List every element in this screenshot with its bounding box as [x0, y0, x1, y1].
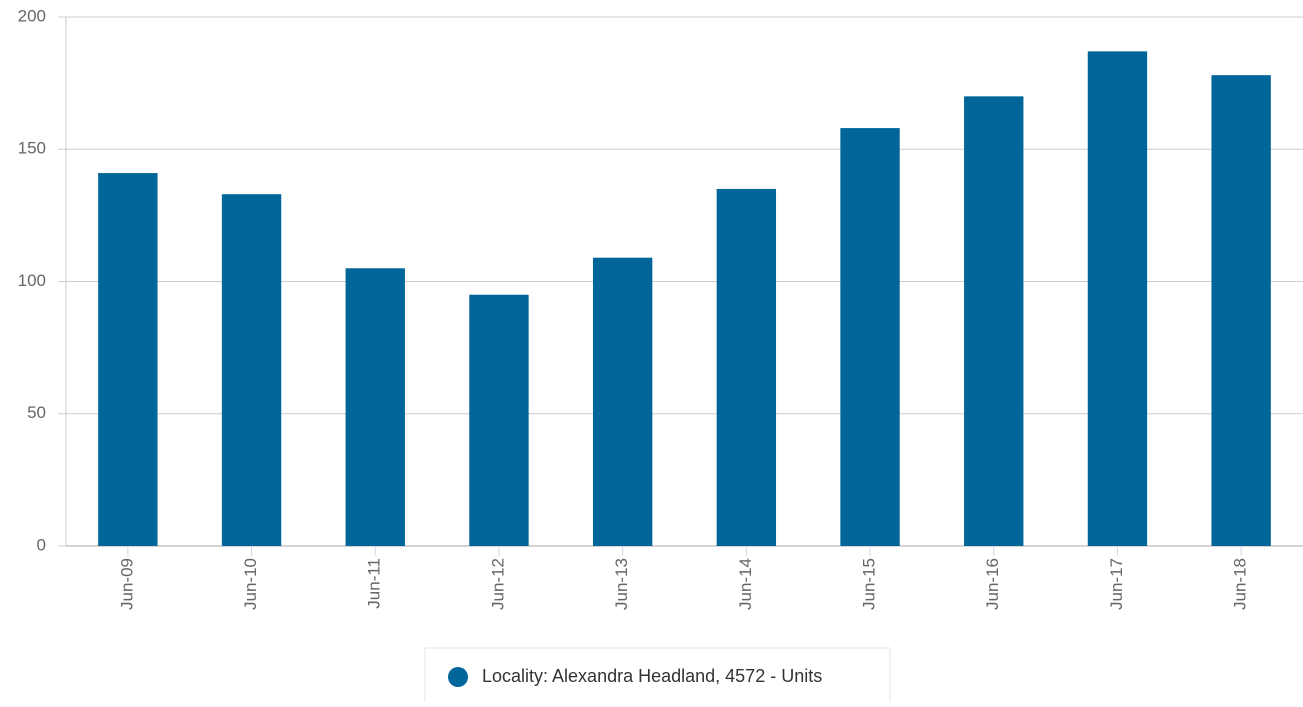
bar	[221, 194, 282, 546]
y-tick-label: 100	[18, 271, 46, 290]
x-tick-label: Jun-14	[736, 558, 755, 610]
bar	[345, 268, 405, 546]
bar	[716, 188, 777, 547]
legend-label: Locality: Alexandra Headland, 4572 - Uni…	[482, 666, 822, 686]
x-tick-label: Jun-15	[860, 558, 879, 610]
bar	[592, 257, 653, 546]
y-tick-label: 0	[37, 535, 46, 554]
bar	[98, 173, 158, 546]
x-tick-label: Jun-16	[983, 558, 1002, 610]
x-tick-label: Jun-18	[1231, 558, 1250, 610]
legend-marker	[448, 667, 468, 687]
x-tick-label: Jun-17	[1107, 558, 1126, 610]
bar	[469, 294, 529, 546]
y-tick-label: 50	[27, 403, 46, 422]
x-tick-label: Jun-09	[117, 558, 136, 610]
y-tick-label: 150	[18, 139, 46, 158]
legend-box	[424, 647, 891, 705]
x-tick-label: Jun-12	[488, 558, 507, 610]
x-tick-label: Jun-11	[365, 558, 384, 609]
bar	[1087, 51, 1148, 546]
x-tick-label: Jun-13	[612, 558, 631, 610]
x-tick-label: Jun-10	[241, 558, 260, 610]
bar	[1211, 75, 1271, 546]
y-tick-label: 200	[18, 6, 46, 25]
bar	[840, 128, 900, 546]
bar	[964, 96, 1024, 546]
